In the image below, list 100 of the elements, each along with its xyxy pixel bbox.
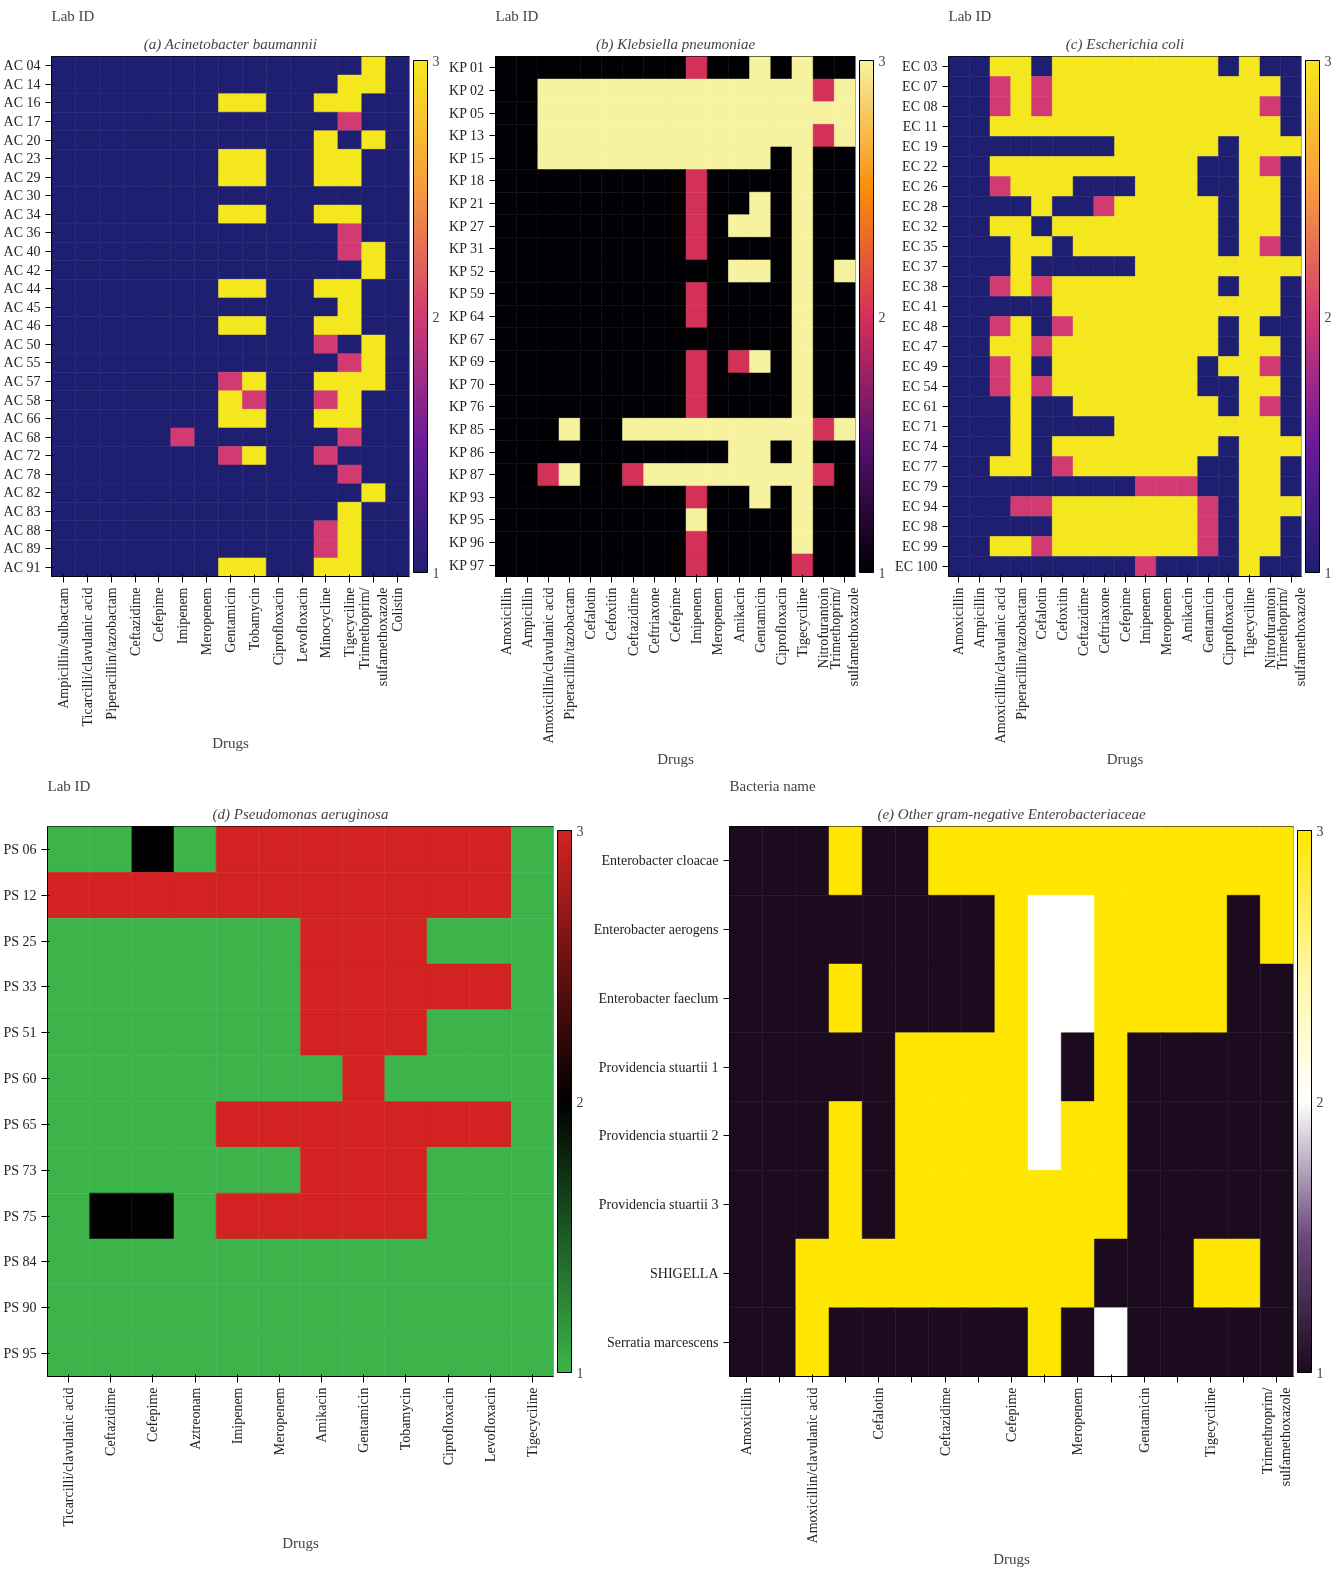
x-tick-label: Cefoxitin: [1055, 587, 1071, 641]
y-tick-label: EC 08: [902, 99, 938, 114]
x-tick-label: Ampicillin: [519, 587, 535, 649]
y-tick-label: AC 82: [3, 485, 41, 501]
y-tick-label: KP 97: [449, 557, 484, 573]
y-tick-label: AC 88: [3, 522, 41, 538]
x-axis-title: Drugs: [212, 734, 249, 751]
y-tick-label: KP 96: [449, 535, 484, 551]
y-tick-label: EC 54: [902, 379, 938, 394]
x-tick-label: Gentamicin: [1136, 1387, 1152, 1453]
y-tick-label: AC 55: [3, 355, 41, 371]
x-tick-label: Imipenem: [689, 587, 705, 645]
y-tick-label: EC 22: [902, 159, 938, 174]
y-tick-label: AC 42: [3, 262, 41, 278]
x-axis-title: Drugs: [282, 1534, 319, 1551]
x-tick-label: Meropenem: [1159, 587, 1175, 656]
x-tick-label: Ciprofloxacin: [773, 587, 789, 666]
x-tick-label: Cefoxitin: [604, 587, 620, 641]
y-tick-label: EC 61: [902, 399, 938, 414]
y-tick-label: EC 35: [902, 239, 938, 254]
x-tick-label: Cefepime: [145, 1387, 161, 1442]
x-tick-label: Tigecyciline: [342, 587, 358, 657]
y-tick-label: PS 73: [3, 1162, 37, 1178]
color-bar-label: 3: [1324, 53, 1332, 69]
y-tick-label: EC 49: [902, 359, 938, 374]
x-tick-label: Cefepime: [151, 587, 167, 642]
y-tick-label: AC 46: [3, 318, 41, 334]
x-tick-label: Gentamicin: [356, 1387, 372, 1453]
x-tick-label: Amoxicillin: [498, 587, 514, 656]
x-tick-label: Ceftriaxone: [646, 587, 662, 654]
x-tick-label: Aztreonam: [187, 1387, 203, 1450]
y-tick-label: AC 78: [3, 466, 41, 482]
y-axis-title: Lab ID: [51, 7, 95, 24]
x-tick-label: Minocycline: [318, 587, 334, 659]
x-axis-title: Drugs: [993, 1551, 1030, 1568]
color-bar-label: 2: [878, 309, 886, 325]
color-bar-label: 3: [878, 53, 886, 69]
y-tick-label: PS 65: [3, 1116, 37, 1132]
x-tick-label: Ampicillin: [972, 587, 988, 649]
y-tick-label: PS 51: [3, 1025, 37, 1041]
y-tick-label: EC 07: [902, 79, 938, 94]
y-tick-label: KP 15: [449, 150, 484, 166]
x-tick-label: Levofloxacin: [482, 1387, 498, 1463]
x-tick-label: Ceftazidime: [127, 587, 143, 656]
x-tick-label: Piperacillin/tazobactam: [103, 587, 119, 720]
x-tick-label: Ceftazidime: [1075, 587, 1091, 656]
x-tick-label: Colistin: [390, 587, 406, 632]
y-tick-label: EC 77: [902, 459, 938, 474]
chart-title: (e) Other gram-negative Enterobacteriaceae: [877, 805, 1146, 823]
y-tick-label: AC 20: [3, 132, 41, 148]
y-tick-label: AC 68: [3, 429, 41, 445]
x-tick-label: Cefepime: [1004, 1387, 1019, 1442]
color-bar-label: 2: [576, 1094, 584, 1110]
x-axis-title: Drugs: [1106, 751, 1144, 768]
x-tick-label: Ceftazidime: [937, 1387, 953, 1456]
color-bar-label: 1: [432, 565, 440, 581]
x-tick-label: Tigecyciline: [524, 1387, 540, 1457]
x-tick-label: Tigecyciline: [1203, 1387, 1219, 1457]
y-tick-label: Providencia stuartii 2: [598, 1128, 719, 1144]
y-tick-label: EC 11: [902, 119, 938, 134]
y-tick-label: EC 48: [902, 319, 938, 334]
x-tick-label: Ciprofloxacin: [1221, 587, 1237, 666]
x-tick-label: Meropenem: [1070, 1387, 1086, 1456]
y-tick-label: KP 21: [449, 195, 484, 211]
y-tick-label: KP 02: [449, 82, 484, 98]
y-tick-label: KP 67: [449, 331, 484, 347]
x-tick-label: Piperacillin/tazobactam: [562, 587, 578, 720]
y-axis-title: Lab ID: [948, 7, 992, 24]
y-tick-label: PS 75: [3, 1208, 37, 1224]
y-tick-label: EC 19: [902, 139, 938, 154]
x-tick-label: Gentamicin: [752, 587, 768, 653]
x-tick-label: Cefalotin: [871, 1387, 887, 1440]
y-tick-label: AC 14: [3, 76, 41, 92]
x-tick-label: Trimethroprim/ sulfamethoxazole: [1260, 1387, 1294, 1487]
y-tick-label: EC 03: [902, 59, 938, 74]
y-tick-label: EC 94: [902, 499, 938, 514]
x-tick-label: Ticarcilli/clavulanic acid: [79, 587, 95, 727]
y-tick-label: KP 18: [449, 173, 484, 189]
x-tick-label: Amoxicillin/clavulanic acid: [540, 587, 556, 744]
y-tick-label: KP 13: [449, 128, 484, 144]
x-tick-label: Ceftriaxone: [1096, 587, 1112, 654]
x-tick-label: Amikacin: [1179, 587, 1195, 643]
x-tick-label: Trimethoprim/ sulfamethoxazole: [828, 587, 862, 687]
y-tick-label: PS 60: [3, 1071, 37, 1087]
y-tick-label: KP 76: [449, 399, 484, 415]
x-tick-label: Meropenem: [199, 587, 215, 656]
y-tick-label: AC 23: [3, 151, 41, 167]
y-tick-label: AC 30: [3, 188, 41, 204]
x-tick-label: Cefepime: [668, 587, 683, 642]
y-tick-label: EC 28: [902, 199, 938, 214]
y-tick-label: AC 58: [3, 392, 41, 408]
x-tick-label: Ceftazidime: [625, 587, 641, 656]
x-tick-label: Piperacillin/tazobactam: [1013, 587, 1029, 720]
x-tick-label: Amoxicillin/clavulanic acid: [992, 587, 1008, 744]
x-tick-label: Gentamicin: [1200, 587, 1216, 653]
color-bar-label: 3: [1316, 823, 1324, 839]
y-tick-label: AC 17: [3, 114, 41, 129]
y-tick-label: SHIGELLA: [650, 1265, 720, 1281]
y-tick-label: AC 36: [3, 225, 41, 241]
x-tick-label: Tigecyciline: [1242, 587, 1258, 657]
